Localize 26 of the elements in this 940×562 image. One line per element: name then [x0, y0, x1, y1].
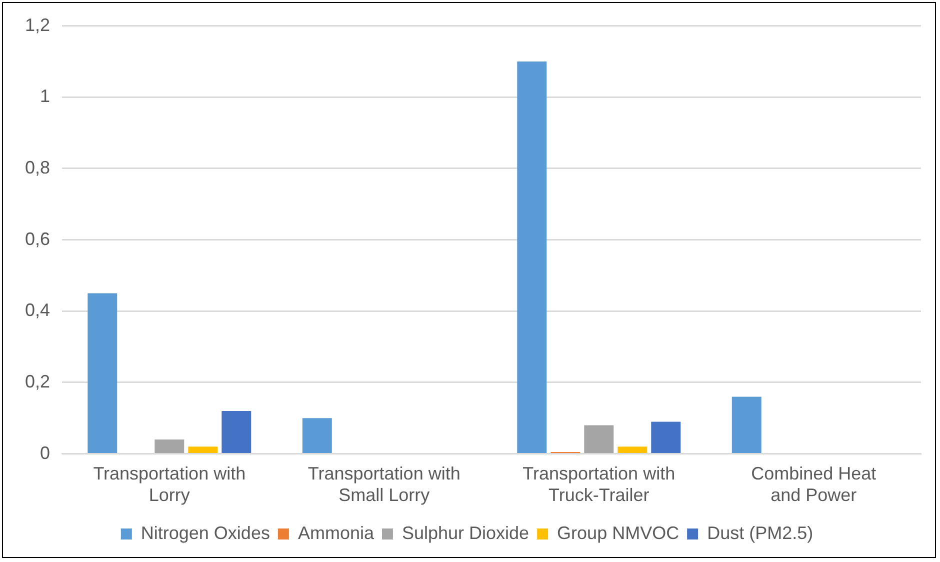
bar — [154, 440, 184, 454]
bar — [732, 396, 762, 454]
y-tick-label: 0,2 — [24, 371, 50, 392]
legend-label: Ammonia — [298, 522, 375, 543]
y-tick-label: 1 — [40, 86, 50, 106]
legend-label: Nitrogen Oxides — [140, 522, 270, 543]
y-tick-label: 0,6 — [24, 228, 50, 249]
bar — [302, 418, 332, 454]
y-tick-label: 0,8 — [24, 157, 50, 178]
bar — [188, 446, 218, 454]
y-tick-label: 0,4 — [24, 300, 50, 320]
x-tick-label: Transportation with Lorry — [93, 464, 246, 506]
y-tick-label: 1,2 — [24, 14, 50, 35]
legend-label: Dust (PM2.5) — [707, 522, 814, 543]
bar — [584, 425, 614, 454]
bar — [222, 411, 252, 454]
x-tick-label: Transportation with Truck-Trailer — [522, 464, 676, 506]
x-tick-label: Transportation with Small Lorry — [308, 464, 460, 506]
bar — [88, 293, 118, 454]
bar — [618, 446, 648, 454]
legend-label: Group NMVOC — [557, 522, 680, 543]
legend-label: Sulphur Dioxide — [402, 522, 530, 543]
bar — [651, 422, 681, 454]
y-tick-label: 0 — [40, 442, 50, 463]
x-tick-label: Combined Heat and Power — [751, 464, 876, 506]
bar — [517, 61, 547, 454]
